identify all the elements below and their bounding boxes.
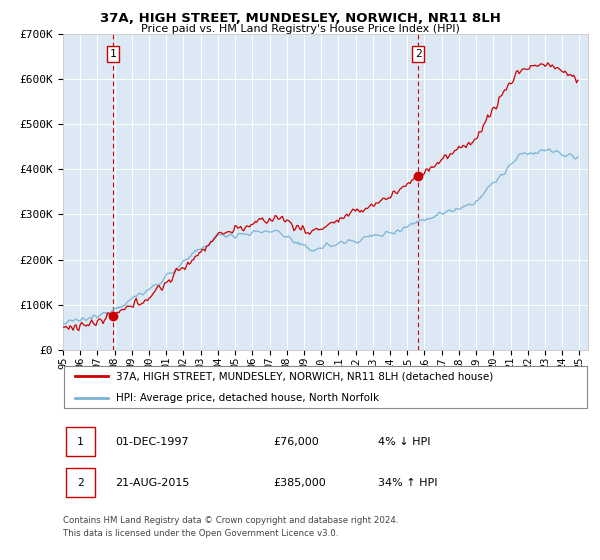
FancyBboxPatch shape [64, 366, 587, 408]
Text: HPI: Average price, detached house, North Norfolk: HPI: Average price, detached house, Nort… [115, 394, 379, 403]
Text: 37A, HIGH STREET, MUNDESLEY, NORWICH, NR11 8LH: 37A, HIGH STREET, MUNDESLEY, NORWICH, NR… [100, 12, 500, 25]
Text: 2: 2 [415, 49, 421, 59]
Text: This data is licensed under the Open Government Licence v3.0.: This data is licensed under the Open Gov… [63, 529, 338, 538]
Text: 34% ↑ HPI: 34% ↑ HPI [378, 478, 437, 488]
Text: 01-DEC-1997: 01-DEC-1997 [115, 437, 189, 446]
FancyBboxPatch shape [65, 469, 95, 497]
Text: £76,000: £76,000 [273, 437, 319, 446]
Text: 2: 2 [77, 478, 83, 488]
Text: Price paid vs. HM Land Registry's House Price Index (HPI): Price paid vs. HM Land Registry's House … [140, 24, 460, 34]
FancyBboxPatch shape [65, 427, 95, 456]
Text: 21-AUG-2015: 21-AUG-2015 [115, 478, 190, 488]
Text: Contains HM Land Registry data © Crown copyright and database right 2024.: Contains HM Land Registry data © Crown c… [63, 516, 398, 525]
Text: £385,000: £385,000 [273, 478, 326, 488]
Text: 1: 1 [110, 49, 116, 59]
Text: 37A, HIGH STREET, MUNDESLEY, NORWICH, NR11 8LH (detached house): 37A, HIGH STREET, MUNDESLEY, NORWICH, NR… [115, 371, 493, 381]
Text: 4% ↓ HPI: 4% ↓ HPI [378, 437, 431, 446]
Text: 1: 1 [77, 437, 83, 446]
